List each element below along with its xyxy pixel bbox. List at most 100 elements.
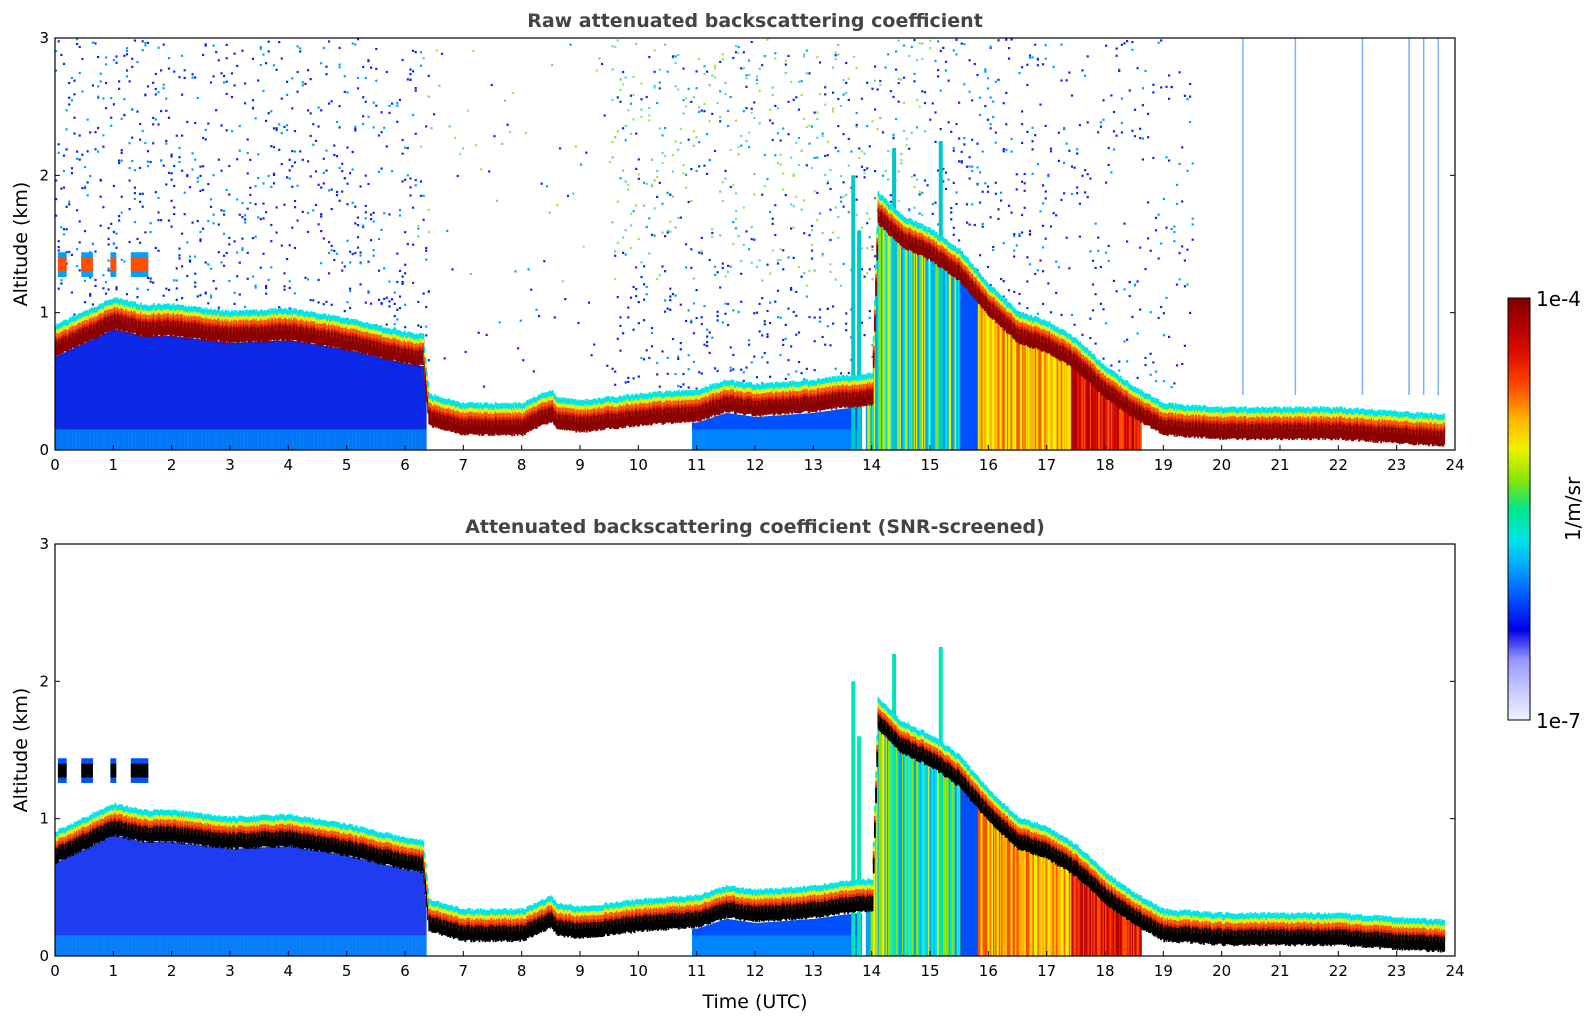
noise-pixel — [989, 284, 992, 287]
noise-pixel — [1144, 268, 1147, 271]
noise-pixel — [716, 310, 719, 313]
boundary-layer-column — [74, 347, 77, 450]
noise-pixel — [254, 117, 257, 120]
noise-pixel — [1010, 211, 1013, 214]
noise-pixel — [758, 330, 761, 333]
noise-pixel — [401, 58, 404, 62]
noise-pixel — [847, 164, 850, 167]
noise-pixel — [708, 258, 711, 262]
noise-pixel — [115, 286, 118, 289]
precipitation-column — [1051, 345, 1054, 450]
noise-pixel — [401, 280, 404, 284]
noise-pixel — [792, 226, 795, 229]
boundary-layer-column — [329, 346, 331, 450]
noise-pixel — [110, 222, 113, 225]
noise-pixel — [1044, 124, 1047, 127]
noise-pixel — [97, 150, 100, 153]
noise-pixel — [65, 128, 68, 131]
cloud-core-cell — [242, 326, 245, 342]
noise-pixel — [774, 154, 777, 157]
noise-pixel — [133, 186, 136, 189]
surface-layer-column — [296, 429, 299, 450]
noise-pixel — [325, 169, 328, 172]
surface-layer-column — [102, 429, 105, 450]
surface-layer-column — [203, 429, 205, 450]
noise-pixel — [241, 216, 244, 219]
noise-pixel — [133, 39, 136, 42]
noise-pixel — [832, 66, 835, 69]
cloud-core-cell — [368, 340, 371, 356]
noise-pixel — [986, 190, 990, 193]
noise-pixel — [937, 223, 940, 226]
surface-layer-column — [303, 429, 306, 450]
noise-pixel — [989, 127, 992, 130]
noise-pixel — [493, 135, 496, 138]
noise-pixel — [272, 64, 276, 67]
boundary-layer-column — [97, 336, 99, 450]
surface-layer-column — [364, 429, 366, 450]
precipitation-column — [896, 232, 898, 450]
surface-layer-column — [136, 429, 139, 450]
noise-pixel — [832, 110, 835, 113]
noise-pixel — [734, 119, 738, 122]
precipitation-column — [1022, 334, 1024, 450]
noise-pixel — [320, 262, 323, 265]
surface-layer-column — [121, 429, 124, 450]
noise-pixel — [175, 267, 178, 270]
surface-layer-column — [783, 429, 785, 450]
surface-layer-column — [720, 429, 722, 450]
cloud-core-cell — [104, 317, 106, 333]
noise-pixel — [950, 211, 953, 214]
noise-pixel — [632, 118, 635, 121]
noise-pixel — [1189, 95, 1192, 98]
noise-pixel — [225, 188, 228, 192]
noise-pixel — [916, 126, 919, 129]
surface-layer-column — [147, 429, 149, 450]
noise-pixel — [94, 250, 97, 253]
surface-layer-column — [86, 429, 89, 450]
boundary-layer-column — [311, 343, 314, 450]
noise-pixel — [338, 63, 341, 66]
noise-pixel — [816, 219, 819, 222]
noise-pixel — [1094, 222, 1097, 225]
noise-pixel — [816, 111, 819, 114]
noise-pixel — [674, 61, 677, 64]
boundary-layer-column — [290, 340, 293, 450]
noise-pixel — [955, 123, 958, 126]
noise-pixel — [241, 237, 244, 240]
precipitation-column — [928, 250, 931, 450]
noise-pixel — [682, 383, 685, 386]
boundary-layer-column — [282, 340, 285, 450]
precipitation-column — [905, 239, 908, 450]
noise-pixel — [131, 136, 134, 139]
noise-pixel — [286, 80, 289, 83]
boundary-layer-column — [170, 336, 173, 450]
surface-layer-column — [405, 429, 407, 450]
cloud-core-cell — [193, 322, 196, 338]
surface-layer-column — [209, 429, 211, 450]
noise-pixel — [708, 158, 711, 162]
noise-pixel — [280, 163, 283, 166]
noise-pixel — [755, 376, 759, 379]
boundary-layer-column — [843, 408, 846, 450]
noise-pixel — [908, 209, 911, 212]
noise-pixel — [692, 277, 696, 280]
precipitation-column — [1070, 357, 1072, 450]
boundary-layer-column — [387, 359, 390, 450]
noise-pixel — [803, 117, 806, 120]
precipitation-column — [1095, 379, 1098, 450]
noise-pixel — [94, 148, 97, 151]
noise-pixel — [955, 202, 958, 206]
noise-pixel — [834, 54, 837, 57]
cloud-core-cell — [176, 320, 179, 337]
noise-pixel — [989, 45, 992, 48]
noise-pixel — [679, 348, 682, 351]
noise-pixel — [307, 160, 310, 163]
noise-pixel — [742, 67, 745, 70]
cloud-core-cell — [121, 315, 124, 331]
cloud-core-cell — [290, 324, 293, 340]
cloud-core-cell — [126, 316, 128, 332]
surface-layer-column — [93, 429, 96, 450]
cloud-core-cell — [282, 325, 285, 341]
